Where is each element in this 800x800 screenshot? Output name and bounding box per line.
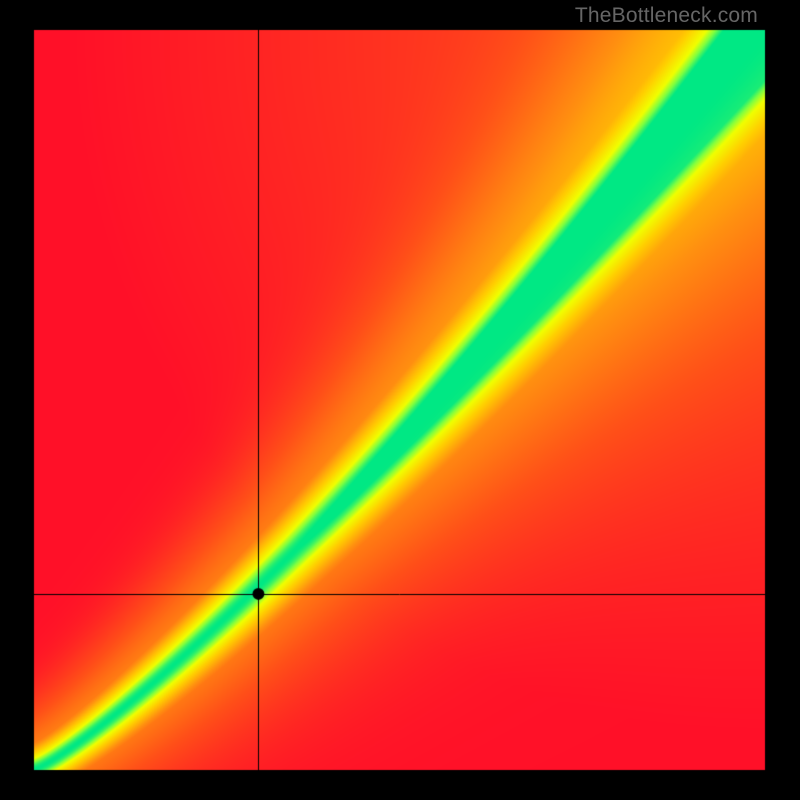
heatmap-chart bbox=[0, 0, 800, 800]
chart-container: TheBottleneck.com bbox=[0, 0, 800, 800]
watermark-label: TheBottleneck.com bbox=[575, 4, 758, 28]
